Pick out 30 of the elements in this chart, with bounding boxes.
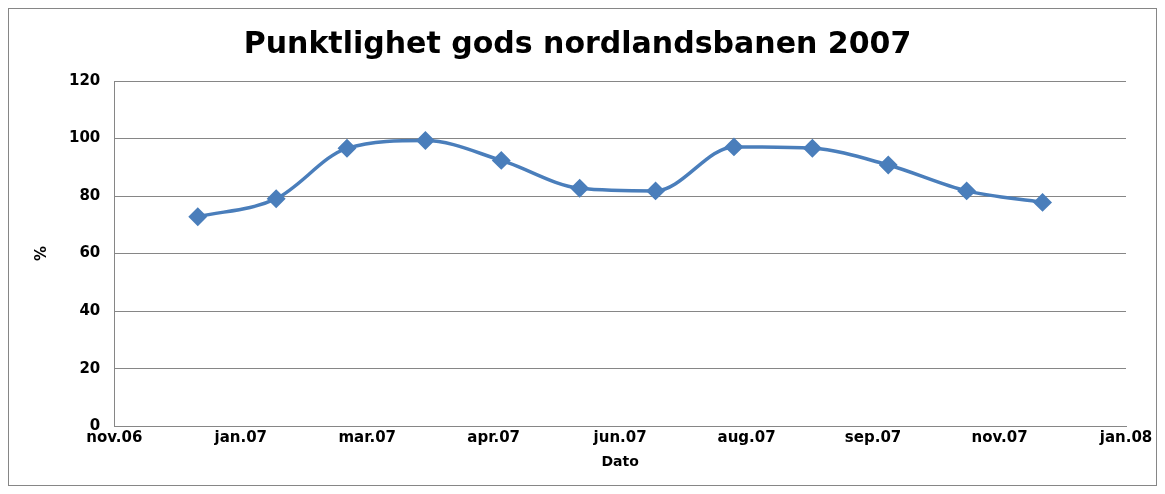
x-tick-label: mar.07 <box>338 428 397 447</box>
point <box>189 208 207 226</box>
point <box>1033 193 1052 212</box>
y-tick-label: 80 <box>79 185 101 204</box>
point <box>416 131 435 150</box>
y-tick-label: 120 <box>69 70 101 89</box>
point <box>879 156 897 174</box>
x-tick-label: aug.07 <box>717 428 776 447</box>
x-tick-label: apr.07 <box>467 428 521 447</box>
point <box>338 139 356 158</box>
point <box>725 138 743 156</box>
point <box>646 182 665 200</box>
x-tick-label: jan.08 <box>1098 428 1153 447</box>
y-tick-label: 100 <box>69 128 101 147</box>
y-tick-label: 40 <box>79 301 101 320</box>
y-tick-label: 60 <box>79 243 101 262</box>
point <box>492 151 511 170</box>
x-tick-label: nov.07 <box>971 428 1028 447</box>
x-tick-label: jun.07 <box>592 428 647 447</box>
point <box>803 139 822 158</box>
y-tick-label: 20 <box>79 358 101 377</box>
x-tick-label: sep.07 <box>844 428 902 447</box>
point <box>957 182 976 200</box>
chart-title: Punktlighet gods nordlandsbanen 2007 <box>243 24 912 60</box>
x-tick-label: nov.06 <box>86 428 143 447</box>
point <box>570 179 589 198</box>
point <box>267 189 285 208</box>
y-axis-title: % <box>31 246 50 262</box>
x-tick-label: jan.07 <box>213 428 268 447</box>
x-axis-title: Dato <box>601 453 640 470</box>
